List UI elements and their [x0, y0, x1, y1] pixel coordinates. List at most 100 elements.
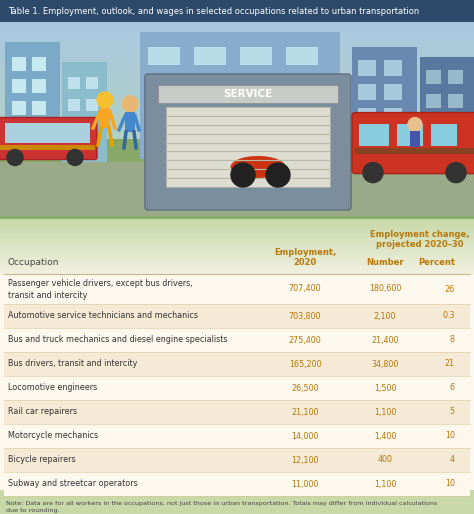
Bar — [0, 269, 474, 270]
Bar — [0, 234, 474, 235]
Text: 703,800: 703,800 — [289, 311, 321, 321]
Text: 21,400: 21,400 — [371, 336, 399, 344]
Text: Note: Data are for all workers in the occupations, not just those in urban trans: Note: Data are for all workers in the oc… — [6, 501, 438, 514]
Circle shape — [67, 150, 83, 166]
Bar — [0, 263, 474, 265]
Bar — [0, 94, 474, 101]
Bar — [0, 219, 474, 490]
Bar — [0, 145, 474, 153]
Bar — [0, 219, 474, 221]
Bar — [0, 242, 474, 244]
Text: 34,800: 34,800 — [371, 359, 399, 369]
Text: 26,500: 26,500 — [291, 383, 319, 393]
Text: Employment change,: Employment change, — [370, 230, 470, 239]
Text: 14,000: 14,000 — [292, 431, 319, 440]
Bar — [0, 100, 474, 107]
Bar — [68, 99, 80, 111]
Bar — [0, 106, 474, 114]
Bar — [0, 262, 474, 264]
Text: 21: 21 — [445, 359, 455, 369]
Circle shape — [122, 96, 138, 112]
Bar — [448, 94, 463, 108]
Bar — [0, 228, 474, 229]
Bar — [4, 400, 470, 424]
Bar — [86, 77, 98, 89]
Bar — [0, 257, 474, 259]
Bar — [0, 54, 474, 62]
Bar — [0, 139, 474, 146]
FancyBboxPatch shape — [145, 74, 351, 210]
Bar — [448, 118, 463, 132]
Bar — [240, 47, 272, 65]
Bar — [0, 229, 474, 230]
Bar — [0, 270, 474, 271]
Bar — [431, 123, 457, 145]
Text: 5: 5 — [450, 408, 455, 416]
Text: Table 1. Employment, outlook, and wages in selected occupations related to urban: Table 1. Employment, outlook, and wages … — [8, 7, 419, 15]
Text: Passenger vehicle drivers, except bus drivers,: Passenger vehicle drivers, except bus dr… — [8, 280, 192, 288]
Bar — [194, 103, 226, 121]
Text: Subway and streetcar operators: Subway and streetcar operators — [8, 480, 138, 488]
Bar — [240, 103, 272, 121]
Bar — [0, 258, 474, 260]
Bar — [426, 118, 441, 132]
Bar — [68, 121, 80, 133]
Bar — [0, 22, 474, 29]
Bar — [0, 42, 474, 49]
Bar — [32, 101, 46, 115]
Text: 12,100: 12,100 — [291, 455, 319, 465]
Bar — [4, 328, 470, 352]
Bar — [12, 101, 26, 115]
Bar — [358, 108, 376, 124]
Bar — [0, 197, 474, 205]
Text: 4: 4 — [450, 455, 455, 465]
Bar — [0, 248, 474, 249]
Bar — [0, 87, 474, 95]
Bar — [166, 107, 330, 187]
Bar — [0, 250, 474, 251]
Bar — [384, 108, 402, 124]
Bar — [0, 261, 474, 263]
Bar — [158, 85, 338, 103]
Text: Percent: Percent — [418, 258, 455, 267]
Bar — [0, 249, 474, 250]
Bar — [0, 204, 474, 211]
Text: 275,400: 275,400 — [289, 336, 321, 344]
Text: Automotive service technicians and mechanics: Automotive service technicians and mecha… — [8, 311, 198, 321]
Bar — [0, 252, 474, 253]
Bar — [384, 60, 402, 76]
Bar — [0, 253, 474, 254]
Text: Occupation: Occupation — [8, 258, 60, 267]
Bar — [0, 243, 474, 245]
Bar — [194, 75, 226, 93]
Bar — [100, 108, 110, 128]
Text: 26: 26 — [445, 285, 455, 293]
Bar — [0, 227, 474, 229]
Text: Employment,: Employment, — [274, 248, 336, 257]
Bar — [5, 122, 90, 142]
Bar — [0, 226, 474, 228]
Bar — [148, 47, 180, 65]
Circle shape — [446, 162, 466, 182]
Bar — [0, 265, 474, 266]
Text: 0.3: 0.3 — [443, 311, 455, 321]
Text: 1,400: 1,400 — [374, 431, 396, 440]
Bar — [0, 256, 474, 258]
Text: 6: 6 — [450, 383, 455, 393]
Bar — [286, 47, 318, 65]
Bar — [420, 57, 474, 158]
Bar — [426, 70, 441, 84]
Bar — [0, 241, 474, 243]
Bar — [0, 185, 474, 192]
Bar — [240, 75, 272, 93]
Bar — [0, 119, 474, 127]
Bar — [0, 251, 474, 252]
Bar — [32, 57, 46, 71]
Bar — [0, 61, 474, 68]
Bar — [4, 304, 470, 328]
Bar — [0, 239, 474, 241]
Bar — [0, 158, 474, 166]
Text: transit and intercity: transit and intercity — [8, 290, 87, 300]
Bar — [125, 112, 135, 132]
Bar — [148, 75, 180, 93]
